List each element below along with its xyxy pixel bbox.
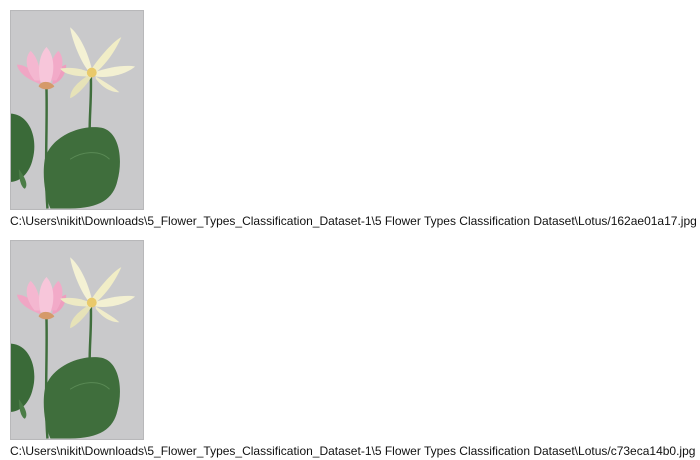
image-entry: C:\Users\nikit\Downloads\5_Flower_Types_… xyxy=(10,10,700,228)
lotus-image[interactable] xyxy=(10,10,144,210)
lotus-photo xyxy=(11,11,143,209)
image-entry: C:\Users\nikit\Downloads\5_Flower_Types_… xyxy=(10,240,700,458)
lotus-photo xyxy=(11,241,143,439)
file-path-caption: C:\Users\nikit\Downloads\5_Flower_Types_… xyxy=(10,444,696,458)
lotus-image[interactable] xyxy=(10,240,144,440)
file-path-caption: C:\Users\nikit\Downloads\5_Flower_Types_… xyxy=(10,214,697,228)
